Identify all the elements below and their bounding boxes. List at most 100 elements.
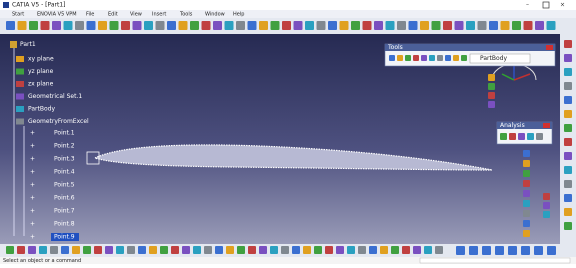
toolbar-button[interactable] <box>6 246 14 254</box>
toolbar-button[interactable] <box>413 55 419 61</box>
toolbar-button[interactable] <box>61 246 69 254</box>
toolbar-button[interactable] <box>391 246 399 254</box>
toolbar-button[interactable] <box>564 180 572 188</box>
toolbar-button[interactable] <box>523 160 530 167</box>
toolbar-button[interactable] <box>420 21 429 30</box>
toolbar-button[interactable] <box>535 21 544 30</box>
toolbar-button[interactable] <box>193 246 201 254</box>
toolbar-button[interactable] <box>179 21 188 30</box>
tree-point[interactable]: Point.8 <box>54 221 75 228</box>
toolbar-button[interactable] <box>28 246 36 254</box>
toolbar-button[interactable] <box>39 246 47 254</box>
toolbar-button[interactable] <box>98 21 107 30</box>
toolbar-button[interactable] <box>270 246 278 254</box>
toolbar-button[interactable] <box>453 55 459 61</box>
toolbar-button[interactable] <box>167 21 176 30</box>
toolbar-button[interactable] <box>325 246 333 254</box>
toolbar-button[interactable] <box>547 246 556 255</box>
tree-point[interactable]: Point.2 <box>54 143 75 150</box>
toolbar-button[interactable] <box>314 246 322 254</box>
toolbar-button[interactable] <box>445 55 451 61</box>
toolbar-button[interactable] <box>248 246 256 254</box>
toolbar-button[interactable] <box>17 246 25 254</box>
toolbar-button[interactable] <box>564 222 572 230</box>
toolbar-button[interactable] <box>380 246 388 254</box>
toolbar-button[interactable] <box>521 246 530 255</box>
toolbar-button[interactable] <box>501 21 510 30</box>
toolbar-button[interactable] <box>523 220 530 227</box>
toolbar-button[interactable] <box>564 124 572 132</box>
tree-root[interactable]: Part1 <box>20 41 36 48</box>
toolbar-button[interactable] <box>564 194 572 202</box>
toolbar-button[interactable] <box>564 82 572 90</box>
toolbar-button[interactable] <box>328 21 337 30</box>
toolbar-button[interactable] <box>41 21 50 30</box>
minimize[interactable]: – <box>526 2 529 9</box>
toolbar-button[interactable] <box>523 210 530 217</box>
toolbar-button[interactable] <box>369 246 377 254</box>
menu-item[interactable]: File <box>86 12 94 18</box>
toolbar-button[interactable] <box>18 21 27 30</box>
toolbar-button[interactable] <box>144 21 153 30</box>
toolbar-button[interactable] <box>83 246 91 254</box>
toolbar-button[interactable] <box>215 246 223 254</box>
toolbar-button[interactable] <box>488 74 495 81</box>
toolbar-button[interactable] <box>386 21 395 30</box>
toolbar-button[interactable] <box>495 246 504 255</box>
toolbar-button[interactable] <box>461 55 467 61</box>
toolbar-button[interactable] <box>488 101 495 108</box>
toolbar-button[interactable] <box>564 68 572 76</box>
tree-point[interactable]: Point.9 <box>54 234 75 241</box>
tree-item[interactable]: Geometrical Set.1 <box>28 93 82 100</box>
toolbar-button[interactable] <box>116 246 124 254</box>
toolbar-button[interactable] <box>156 21 165 30</box>
toolbar-button[interactable] <box>351 21 360 30</box>
toolbar-button[interactable] <box>564 96 572 104</box>
toolbar-button[interactable] <box>409 21 418 30</box>
toolbar-button[interactable] <box>182 246 190 254</box>
toolbar-button[interactable] <box>64 21 73 30</box>
toolbar-button[interactable] <box>523 150 530 157</box>
toolbar-button[interactable] <box>413 246 421 254</box>
toolbar-button[interactable] <box>564 54 572 62</box>
toolbar-button[interactable] <box>429 55 435 61</box>
toolbar-button[interactable] <box>397 21 406 30</box>
toolbar-button[interactable] <box>52 21 61 30</box>
toolbar-button[interactable] <box>75 21 84 30</box>
toolbar-button[interactable] <box>437 55 443 61</box>
tree-point[interactable]: Point.5 <box>54 182 75 189</box>
toolbar-button[interactable] <box>523 180 530 187</box>
toolbar-button[interactable] <box>292 246 300 254</box>
toolbar-button[interactable] <box>488 83 495 90</box>
toolbar-button[interactable] <box>105 246 113 254</box>
toolbar-button[interactable] <box>236 21 245 30</box>
toolbar-button[interactable] <box>456 246 465 255</box>
menu-item[interactable]: Insert <box>152 12 166 18</box>
toolbar-button[interactable] <box>303 246 311 254</box>
command-input[interactable] <box>420 258 570 263</box>
toolbar-button[interactable] <box>226 246 234 254</box>
toolbar-button[interactable] <box>160 246 168 254</box>
toolbar-button[interactable] <box>564 110 572 118</box>
toolbar-button[interactable] <box>94 246 102 254</box>
toolbar-button[interactable] <box>564 208 572 216</box>
toolbar-button[interactable] <box>536 133 543 140</box>
toolbar-button[interactable] <box>374 21 383 30</box>
menu-item[interactable]: Window <box>205 12 225 18</box>
toolbar-button[interactable] <box>523 190 530 197</box>
toolbar-button[interactable] <box>547 21 556 30</box>
toolbar-button[interactable] <box>259 246 267 254</box>
toolbar-button[interactable] <box>424 246 432 254</box>
toolbar-button[interactable] <box>523 200 530 207</box>
tree-item[interactable]: yz plane <box>28 68 54 75</box>
toolbar-button[interactable] <box>121 21 130 30</box>
tree-item[interactable]: xy plane <box>28 56 54 63</box>
toolbar-button[interactable] <box>363 21 372 30</box>
toolbar-button[interactable] <box>202 21 211 30</box>
toolbar-button[interactable] <box>29 21 38 30</box>
toolbar-button[interactable] <box>340 21 349 30</box>
toolbar-button[interactable] <box>564 138 572 146</box>
toolbar-button[interactable] <box>317 21 326 30</box>
toolbar-button[interactable] <box>432 21 441 30</box>
toolbar-button[interactable] <box>237 246 245 254</box>
